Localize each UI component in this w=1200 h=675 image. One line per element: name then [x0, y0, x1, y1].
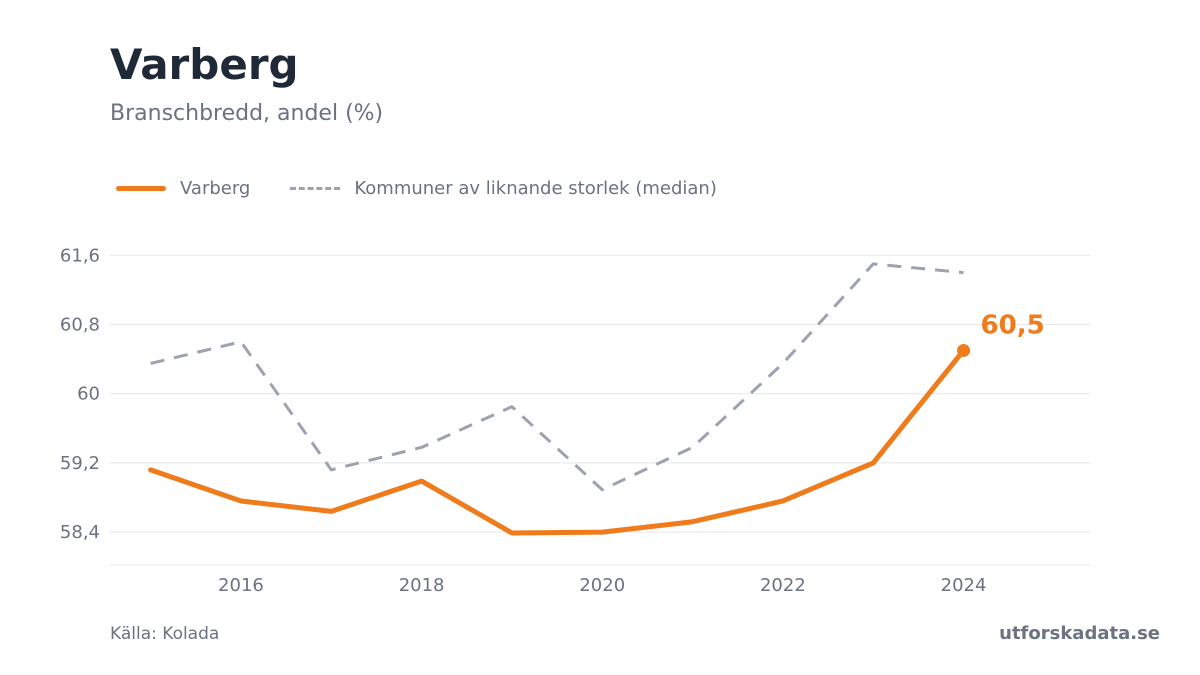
- y-tick-label: 59,2: [60, 453, 100, 474]
- legend-item-varberg: Varberg: [116, 178, 250, 199]
- x-tick-label: 2024: [941, 575, 987, 596]
- legend-swatch-solid-line-icon: [116, 186, 166, 191]
- legend-item-median: Kommuner av liknande storlek (median): [290, 178, 717, 199]
- series-line-varberg: [148, 347, 967, 536]
- y-tick-label: 60: [77, 384, 100, 405]
- x-tick-label: 2022: [760, 575, 806, 596]
- y-tick-label: 60,8: [60, 314, 100, 335]
- x-tick-label: 2020: [579, 575, 625, 596]
- x-tick-label: 2016: [218, 575, 264, 596]
- end-point-marker: [957, 343, 971, 357]
- chart-subtitle: Branschbredd, andel (%): [110, 101, 384, 126]
- legend-label-varberg: Varberg: [180, 178, 251, 199]
- brand-link[interactable]: utforskadata.se: [999, 623, 1160, 644]
- legend-swatch-dashed-line-icon: [290, 187, 341, 190]
- end-value-label: 60,5: [981, 310, 1045, 340]
- x-tick-label: 2018: [399, 575, 445, 596]
- legend-label-median: Kommuner av liknande storlek (median): [354, 178, 717, 199]
- chart-legend: Varberg Kommuner av liknande storlek (me…: [116, 178, 757, 199]
- y-tick-label: 58,4: [60, 522, 100, 543]
- y-tick-label: 61,6: [60, 245, 100, 266]
- series-line-median: [150, 262, 964, 492]
- source-note: Källa: Kolada: [110, 624, 220, 644]
- chart-title: Varberg: [110, 40, 299, 89]
